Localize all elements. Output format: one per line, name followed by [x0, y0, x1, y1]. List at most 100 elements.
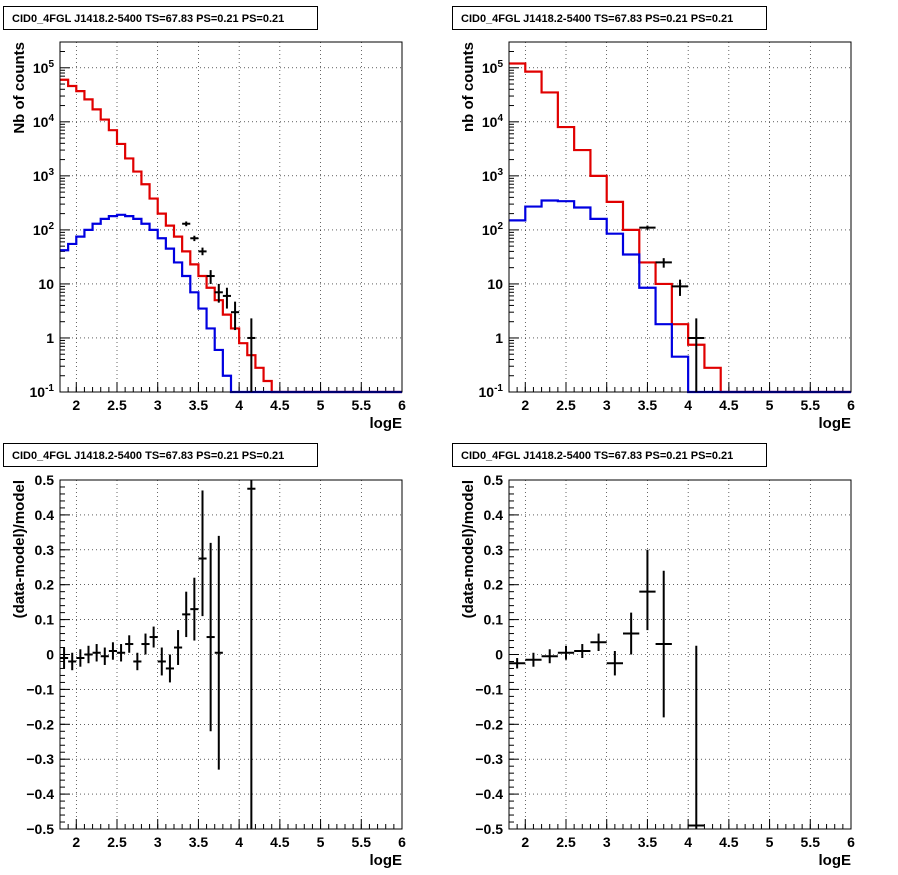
x-tick-label: 5.5 [801, 397, 821, 413]
y-tick-label: 103 [33, 167, 55, 184]
data-point [117, 644, 126, 662]
y-tick-label: 1 [495, 330, 503, 346]
y-tick-label: 102 [33, 221, 55, 238]
data-point [590, 633, 607, 652]
series-total-line [60, 78, 402, 394]
data-point [60, 647, 69, 669]
data-point [247, 318, 256, 392]
data-point [182, 591, 191, 638]
y-tick-label: −0.4 [26, 786, 54, 802]
x-tick-label: 6 [847, 834, 855, 850]
x-tick-label: 2 [72, 834, 80, 850]
x-tick-label: 4.5 [270, 397, 290, 413]
panel-2: 2 2.5 3 3.5 4 4.5 5 5.5 6 −0.5 −0.4 −0.3 −0.2 −0.1 0 0.… [11, 472, 406, 869]
panel-3: 2 2.5 3 3.5 4 4.5 5 5.5 6 −0.5 −0.4 −0.3 −0.2 −0.1 0 0.… [460, 472, 855, 869]
data-point [557, 645, 575, 660]
y-tick-label: −0.3 [475, 751, 503, 767]
x-tick-label: 2 [521, 397, 529, 413]
data-point [190, 235, 199, 242]
plot-title-top-right: CID0_4FGL J1418.2-5400 TS=67.83 PS=0.21 … [452, 6, 767, 30]
x-tick-label: 4 [684, 397, 692, 413]
panel-1: 2 2.5 3 3.5 4 4.5 5 5.5 6 10-1 1 10 102 103 104 105 logE… [460, 41, 855, 432]
series-total-line [509, 62, 851, 394]
y-axis-label: (data-model)/model [460, 480, 477, 618]
data-point [671, 279, 689, 296]
data-point [222, 287, 231, 309]
y-tick-label: 10-1 [479, 383, 504, 400]
y-tick-label: 0 [46, 647, 54, 663]
y-tick-label: 0 [495, 647, 503, 663]
y-tick-label: 0.1 [35, 612, 55, 628]
data-point [525, 652, 542, 667]
x-tick-label: 4 [684, 834, 692, 850]
y-axis-label: Nb of counts [11, 42, 28, 134]
panel-0: 2 2.5 3 3.5 4 4.5 5 5.5 6 10-1 1 10 102 103 104 105 logE… [11, 41, 406, 432]
x-tick-label: 5.5 [352, 834, 372, 850]
y-tick-label: 0.2 [35, 577, 55, 593]
y-tick-label: −0.3 [26, 751, 54, 767]
data-point [206, 270, 215, 284]
plot-frame [508, 479, 852, 830]
data-point [92, 644, 101, 662]
x-tick-label: 5 [317, 397, 325, 413]
series-source-line [60, 213, 402, 394]
y-tick-label: 10 [487, 276, 503, 292]
data-point [141, 633, 150, 655]
y-tick-label: −0.5 [475, 821, 503, 837]
x-tick-label: 4 [235, 397, 243, 413]
x-tick-label: 5 [766, 834, 774, 850]
x-tick-label: 5.5 [352, 397, 372, 413]
x-tick-label: 6 [398, 397, 406, 413]
data-point [84, 645, 93, 664]
data-point [125, 635, 134, 653]
data-point [247, 480, 256, 829]
x-tick-label: 2.5 [107, 834, 127, 850]
x-tick-label: 5 [317, 834, 325, 850]
y-tick-label: 0.3 [484, 542, 504, 558]
x-tick-label: 3.5 [189, 834, 209, 850]
y-tick-label: −0.1 [26, 681, 54, 697]
y-tick-label: 105 [482, 59, 504, 76]
x-tick-label: 2 [521, 834, 529, 850]
y-tick-label: 0.5 [35, 472, 55, 488]
plot-frame [508, 41, 852, 393]
y-tick-label: 102 [482, 221, 504, 238]
y-axis-label: nb of counts [460, 42, 477, 132]
plot-frame [59, 479, 403, 830]
data-point [541, 649, 558, 664]
x-tick-label: 3.5 [638, 834, 658, 850]
x-tick-label: 4 [235, 834, 243, 850]
data-point [606, 651, 623, 676]
data-point [214, 535, 223, 770]
plot-title-bottom-right: CID0_4FGL J1418.2-5400 TS=67.83 PS=0.21 … [452, 443, 767, 467]
x-tick-label: 3 [154, 397, 162, 413]
y-tick-label: −0.2 [26, 716, 54, 732]
x-tick-label: 6 [847, 397, 855, 413]
data-point [231, 301, 240, 331]
x-tick-label: 2.5 [107, 397, 127, 413]
x-tick-label: 2.5 [556, 834, 576, 850]
data-point [174, 630, 183, 665]
series-source-line [509, 199, 851, 394]
x-tick-label: 6 [398, 834, 406, 850]
plot-title-bottom-left: CID0_4FGL J1418.2-5400 TS=67.83 PS=0.21 … [3, 443, 318, 467]
data-point [133, 652, 142, 671]
x-tick-label: 3 [603, 834, 611, 850]
y-tick-label: 0.2 [484, 577, 504, 593]
data-point [198, 247, 207, 256]
data-point [157, 647, 166, 676]
x-tick-label: 4.5 [719, 397, 739, 413]
data-point [639, 225, 656, 230]
y-tick-label: 104 [33, 113, 55, 130]
x-axis-label: logE [819, 852, 852, 869]
y-tick-label: −0.5 [26, 821, 54, 837]
data-point [688, 645, 705, 829]
data-point [206, 542, 215, 732]
data-point [655, 258, 672, 268]
data-point [655, 570, 672, 718]
data-point [76, 649, 85, 667]
y-tick-label: 10 [38, 276, 54, 292]
data-point [100, 647, 109, 665]
x-tick-label: 4.5 [270, 834, 290, 850]
